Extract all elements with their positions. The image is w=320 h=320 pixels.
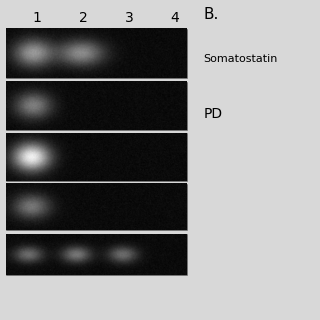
- Text: PD: PD: [203, 107, 222, 121]
- Text: Somatostatin: Somatostatin: [203, 54, 277, 64]
- Text: 1: 1: [32, 11, 41, 25]
- Bar: [6, 82, 187, 130]
- Bar: [6, 133, 187, 181]
- Text: 3: 3: [125, 11, 134, 25]
- Text: 2: 2: [79, 11, 88, 25]
- Text: B.: B.: [203, 7, 219, 22]
- Bar: [6, 234, 187, 275]
- Text: 4: 4: [170, 11, 179, 25]
- Bar: [6, 184, 187, 230]
- Bar: [6, 29, 187, 78]
